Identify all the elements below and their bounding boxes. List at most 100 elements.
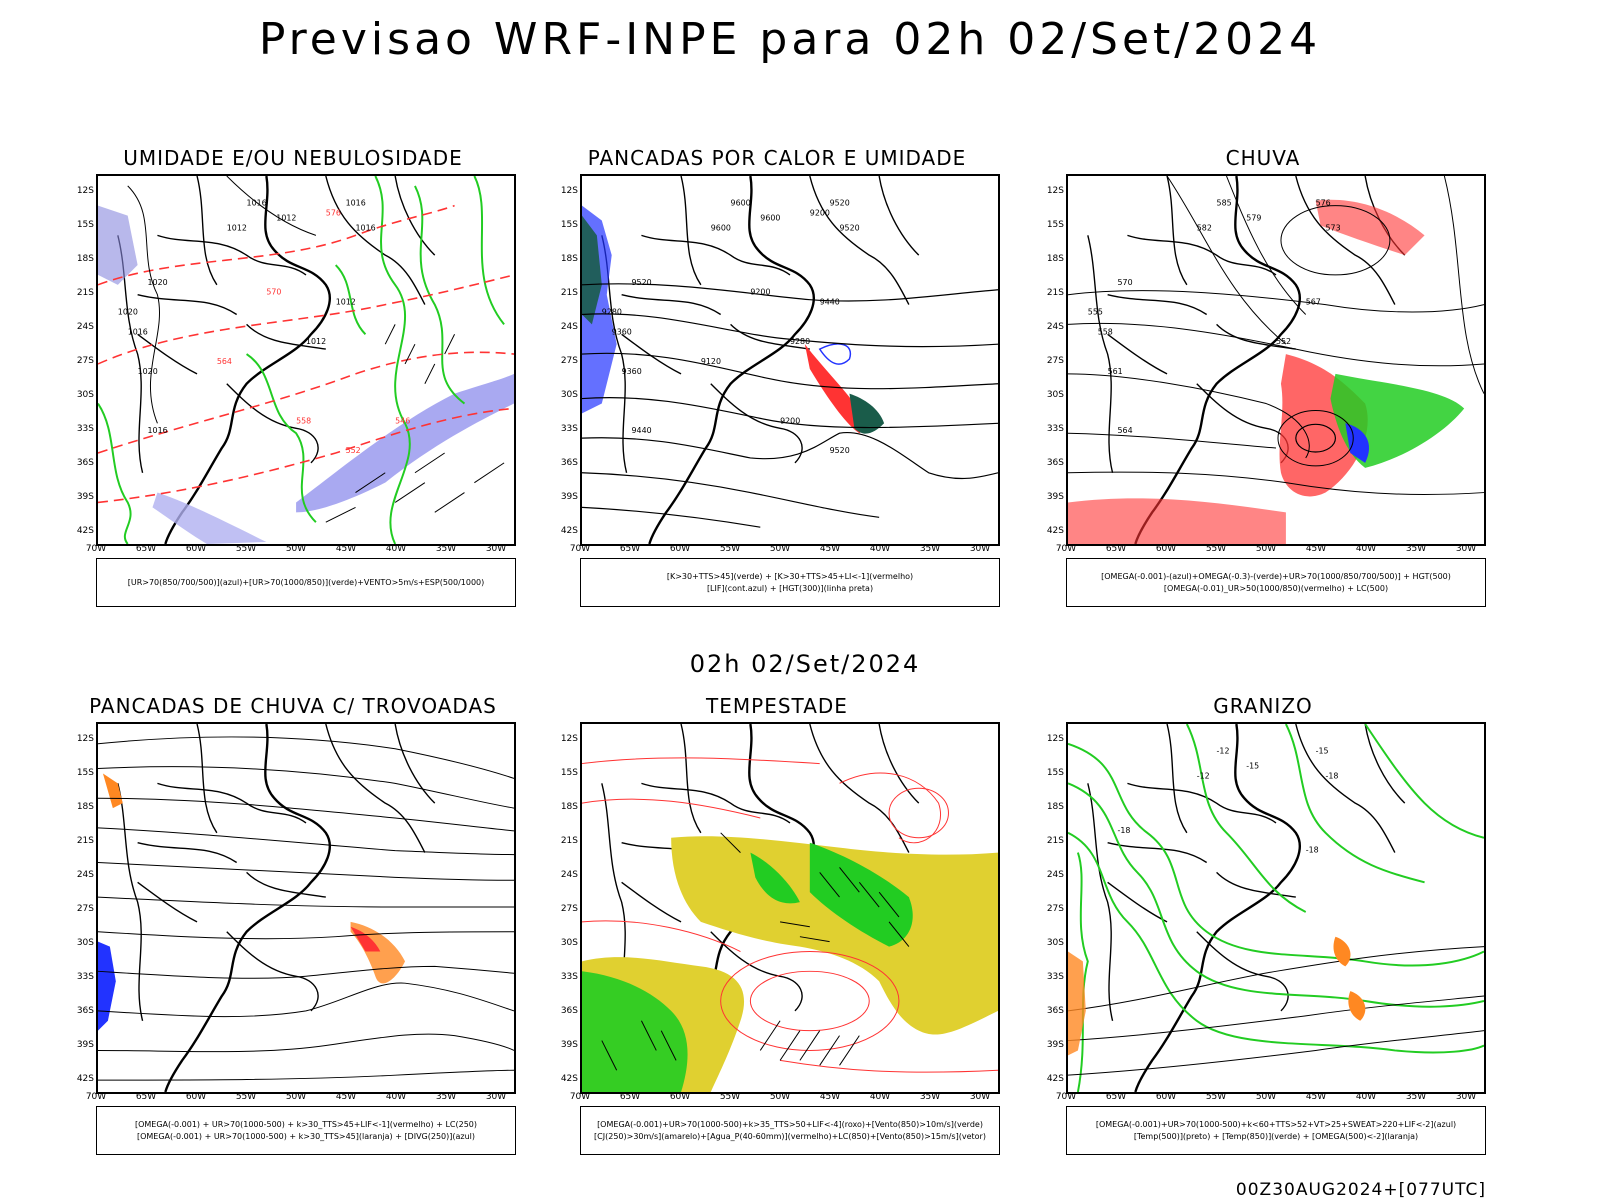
contour-label: 561 — [1108, 367, 1123, 376]
legend-line: [CJ(250)>30m/s](amarelo)+[Agua_P(40-60mm… — [594, 1131, 986, 1141]
lat-tick: 33S — [1046, 424, 1064, 434]
contour-label: 582 — [1197, 223, 1212, 232]
lat-tick: 30S — [1046, 938, 1064, 948]
coastline — [1107, 881, 1168, 923]
coastline — [680, 724, 702, 834]
lon-tick: 60W — [185, 1092, 207, 1102]
lon-tick: 55W — [1205, 1092, 1227, 1102]
coastline — [1107, 333, 1168, 375]
lon-tick: 55W — [235, 544, 257, 554]
panel-title: PANCADAS POR CALOR E UMIDADE — [587, 146, 967, 170]
lat-tick: 18S — [560, 802, 578, 812]
coastline — [164, 724, 331, 1092]
panel-title: GRANIZO — [1213, 694, 1313, 718]
coastline — [1166, 724, 1188, 834]
coastline — [157, 234, 307, 276]
contour-label: 9200 — [780, 416, 800, 425]
lon-tick: 35W — [1405, 544, 1427, 554]
lon-tick: 35W — [919, 1092, 941, 1102]
coastline — [1295, 724, 1396, 853]
contour-label: 1012 — [276, 214, 296, 223]
contour-label: 1020 — [148, 278, 168, 287]
panel-granizo: GRANIZO 12S 15S 18S 21S 24S 27S 30S 33S 36S 39S 42… — [1046, 694, 1486, 1164]
lon-tick: 65W — [1105, 1092, 1127, 1102]
coastline — [1087, 235, 1114, 473]
lon-axis: 70W 65W 60W 55W 50W 45W 40W 35W 30W — [1056, 544, 1486, 558]
contour-label: 579 — [1246, 214, 1261, 223]
coastline — [878, 176, 920, 256]
contour-label: 9120 — [701, 357, 721, 366]
contour-label: 576 — [1316, 199, 1331, 208]
lat-tick: 33S — [560, 424, 578, 434]
coastline — [226, 383, 319, 464]
contour-label: 9440 — [632, 426, 652, 435]
coastline — [1134, 724, 1301, 1092]
contour-label: 546 — [395, 416, 410, 425]
legend-box: [OMEGA(-0.001)-(azul)+OMEGA(-0.3)-(verde… — [1066, 558, 1486, 607]
legend-line: [OMEGA(-0.01)_UR>50(1000/850)(vermelho) … — [1163, 583, 1389, 593]
lon-tick: 50W — [769, 1092, 791, 1102]
contour-label: 9520 — [830, 446, 850, 455]
lat-axis: 12S 15S 18S 21S 24S 27S 30S 33S 36S 39S 42S — [72, 174, 94, 546]
panel-pancadas-calor: PANCADAS POR CALOR E UMIDADE 12S 15S 18S 21… — [560, 146, 1000, 616]
legend-line: [OMEGA(-0.001) + UR>70(1000-500) + k>30_… — [134, 1119, 478, 1129]
lon-tick: 40W — [869, 1092, 891, 1102]
coastline — [1295, 176, 1396, 305]
map-tempestade — [580, 722, 1000, 1094]
coastline — [1134, 176, 1301, 544]
lon-tick: 70W — [569, 544, 591, 554]
coastline — [710, 931, 803, 1012]
legend-line: [OMEGA(-0.001)+UR>70(1000-500)+k>35_TTS>… — [597, 1119, 983, 1129]
contour-label: 570 — [266, 288, 281, 297]
lon-tick: 45W — [819, 1092, 841, 1102]
coastline — [621, 881, 682, 923]
coastline — [196, 724, 218, 834]
coastline — [1127, 782, 1277, 824]
coastline — [1127, 234, 1277, 276]
lon-tick: 60W — [669, 1092, 691, 1102]
lon-tick: 60W — [1155, 544, 1177, 554]
coastline — [641, 234, 791, 276]
lat-axis: 12S 15S 18S 21S 24S 27S 30S 33S 36S 39S 42S — [1042, 174, 1064, 546]
lon-tick: 60W — [669, 544, 691, 554]
lon-tick: 55W — [1205, 544, 1227, 554]
legend-line: [OMEGA(-0.001) + UR>70(1000-500) + k>30_… — [136, 1131, 476, 1141]
contour-label: 573 — [1326, 223, 1341, 232]
coastline — [246, 871, 326, 898]
map-svg: 1016 1012 1012 1016 1016 1020 1012 1016 1020 1016… — [98, 176, 514, 544]
contour-label: 9280 — [602, 307, 622, 316]
lon-tick: 55W — [235, 1092, 257, 1102]
map-svg — [98, 724, 514, 1092]
contour-label: 9600 — [731, 199, 751, 208]
lat-tick: 27S — [1046, 356, 1064, 366]
coastline — [137, 333, 198, 375]
lat-tick: 18S — [560, 254, 578, 264]
lat-tick: 15S — [76, 768, 94, 778]
lat-tick: 33S — [560, 972, 578, 982]
lat-tick: 36S — [76, 1006, 94, 1016]
lat-tick: 36S — [1046, 1006, 1064, 1016]
coastline — [1087, 783, 1114, 1021]
lat-tick: 21S — [1046, 288, 1064, 298]
lon-tick: 40W — [385, 1092, 407, 1102]
panel-title: TEMPESTADE — [706, 694, 848, 718]
map-umidade: 1016 1012 1012 1016 1016 1020 1012 1016 1020 1016… — [96, 174, 516, 546]
contour-label: 9600 — [760, 214, 780, 223]
lat-axis: 12S 15S 18S 21S 24S 27S 30S 33S 36S 39S 42S — [556, 722, 578, 1094]
lat-tick: 27S — [76, 904, 94, 914]
panel-chuva: CHUVA 12S 15S 18S 21S 24S 27S 30S 33S 36S 39S 42S — [1047, 146, 1486, 616]
lat-tick: 24S — [560, 322, 578, 332]
map-pancadas-calor: 9600 9600 9600 9520 9520 9520 9440 9440 9360 9360… — [580, 174, 1000, 546]
contour-label: -15 — [1246, 762, 1259, 771]
map-svg — [582, 724, 998, 1092]
lon-tick: 40W — [869, 544, 891, 554]
coastline — [1196, 931, 1289, 1012]
lon-tick: 70W — [569, 1092, 591, 1102]
contour-label: 9360 — [612, 327, 632, 336]
panel-title: PANCADAS DE CHUVA C/ TROVOADAS — [89, 694, 497, 718]
contour-label: 9600 — [711, 223, 731, 232]
coastline — [325, 176, 426, 305]
lat-tick: 30S — [560, 390, 578, 400]
contour-label: 564 — [217, 357, 232, 366]
lat-tick: 39S — [1046, 492, 1064, 502]
